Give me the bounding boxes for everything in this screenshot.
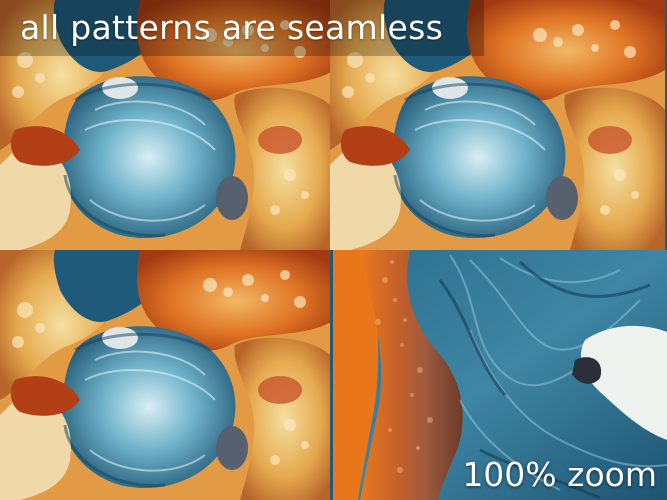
headline-text: all patterns are seamless [20, 8, 444, 47]
headline-banner: all patterns are seamless [0, 0, 484, 56]
zoom-detail-panel [333, 250, 667, 500]
pattern-tile-bottom-left [0, 248, 337, 500]
zoom-label: 100% zoom [462, 455, 657, 494]
